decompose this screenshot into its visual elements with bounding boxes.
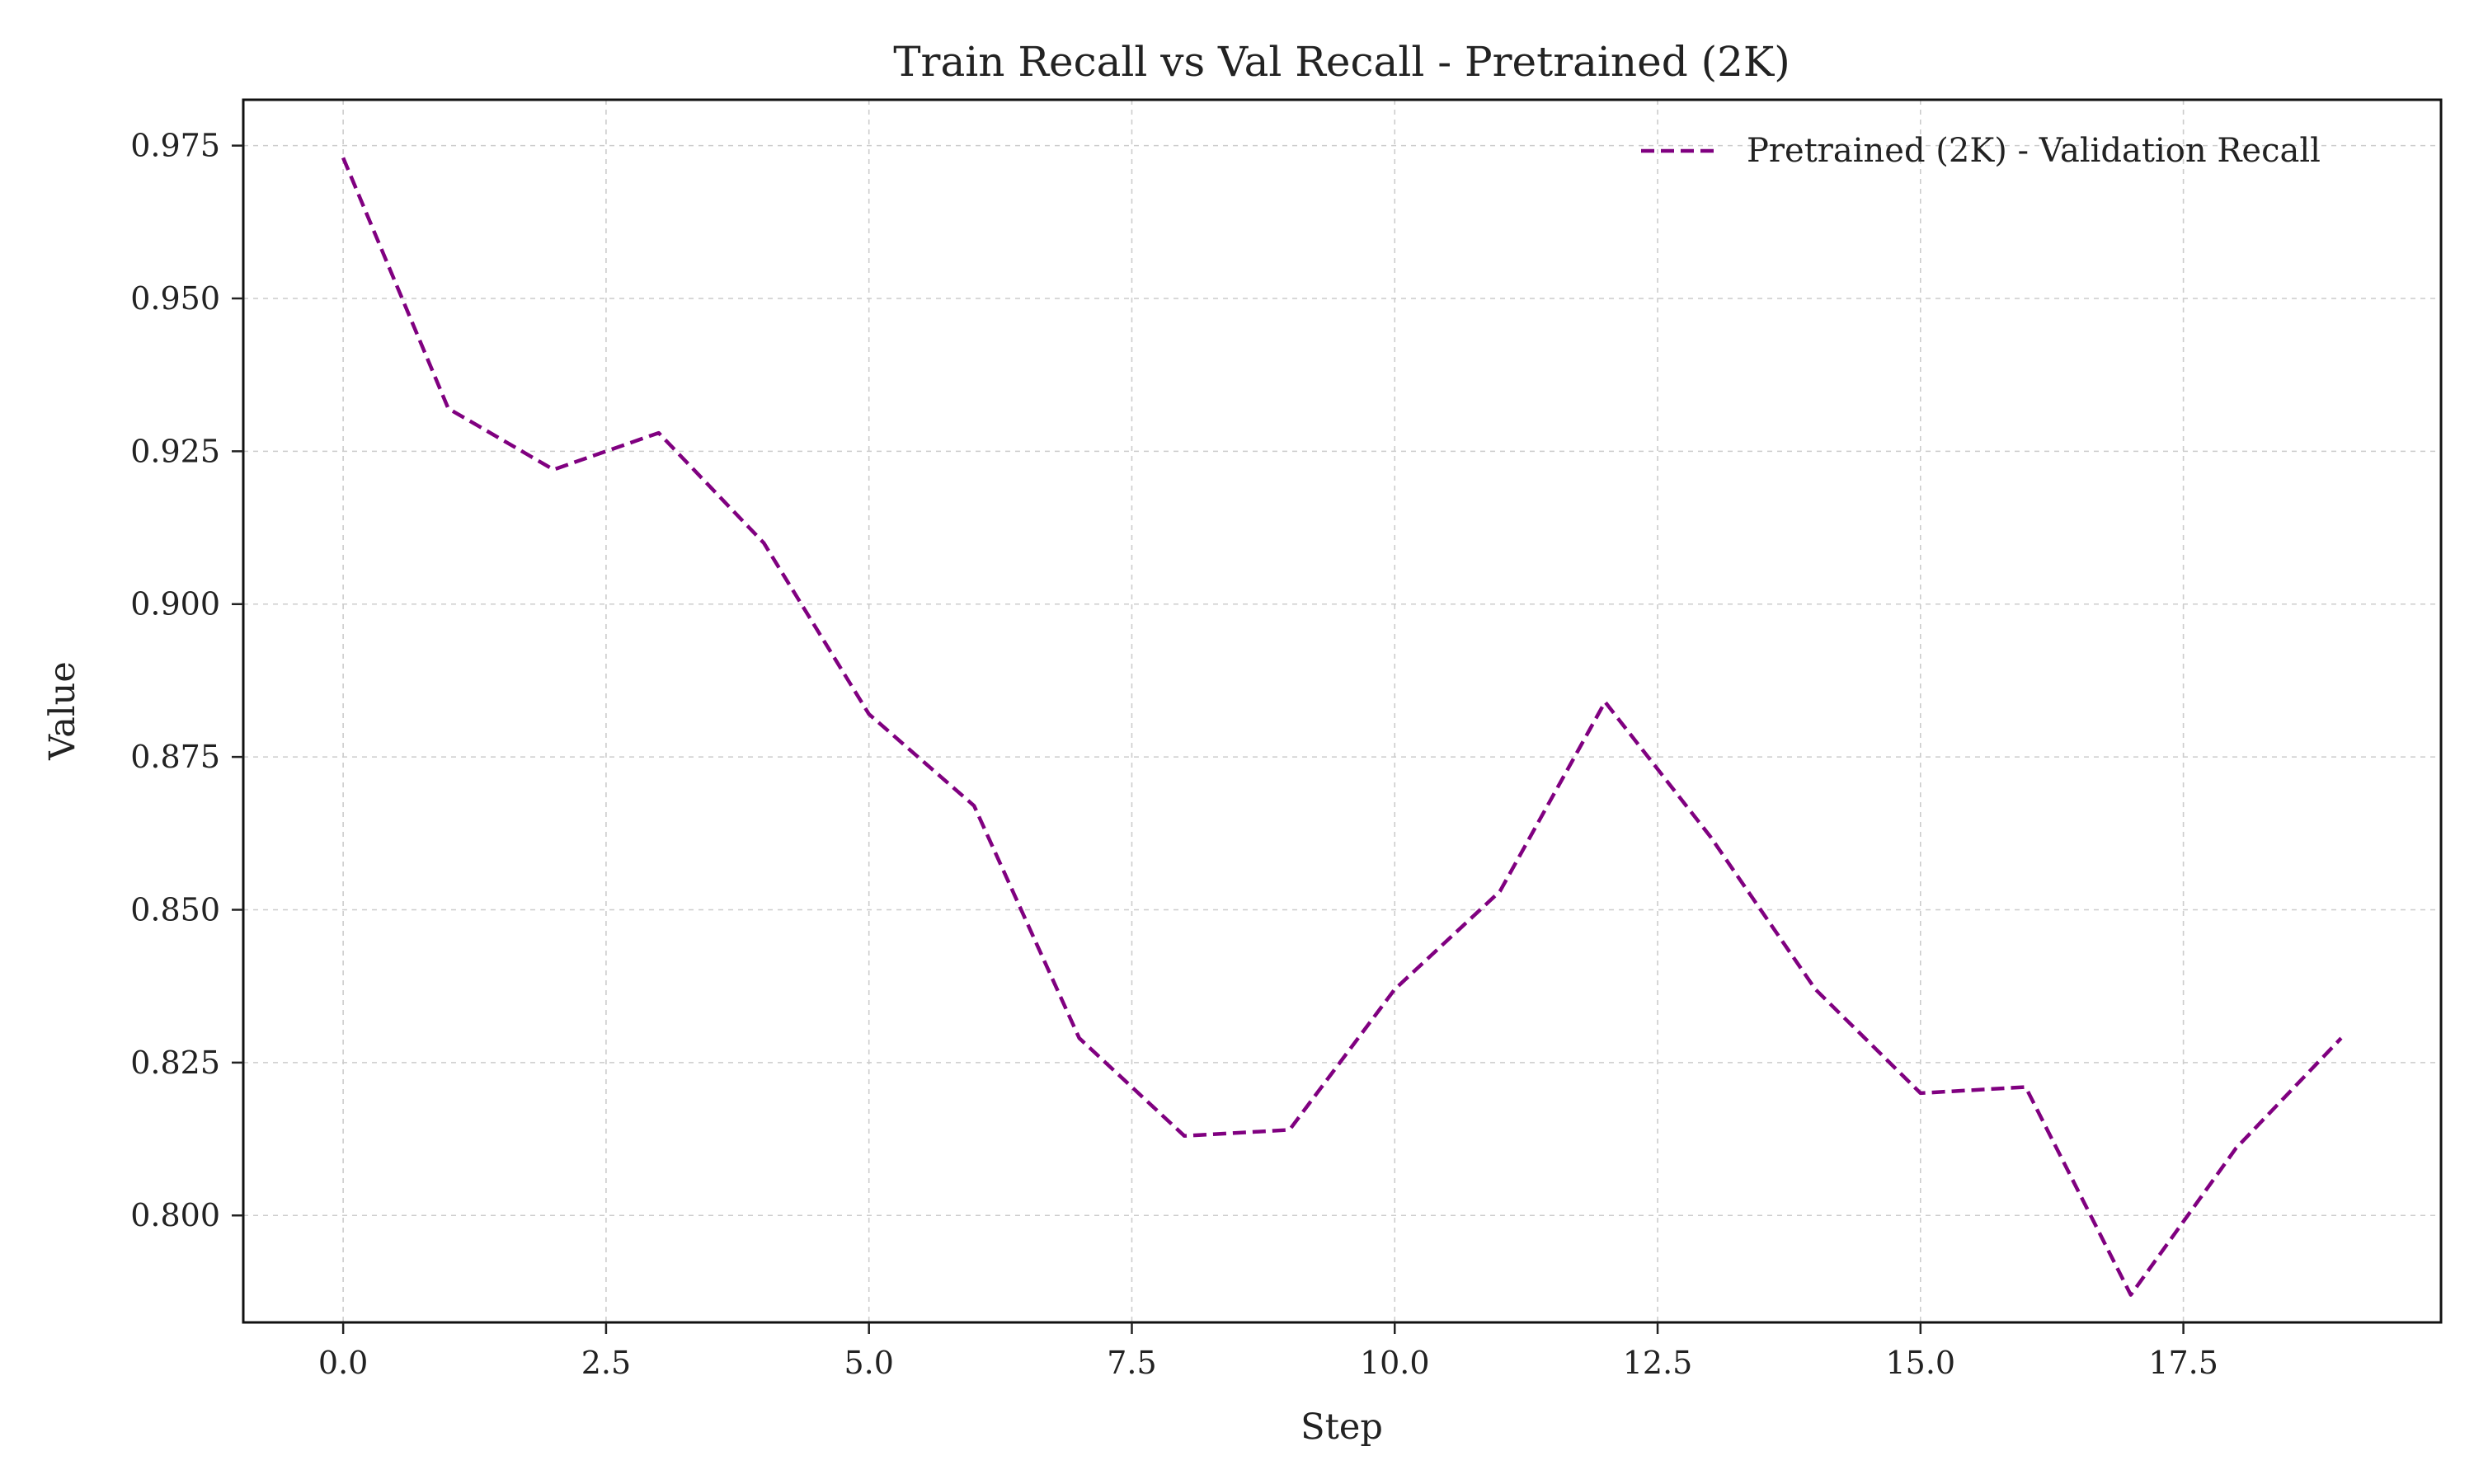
- x-tick-label: 0.0: [318, 1345, 368, 1381]
- y-tick-label: 0.900: [130, 586, 220, 622]
- plot-frame: [242, 98, 2443, 1324]
- y-tick-label: 0.975: [130, 128, 220, 164]
- axis-ticks: 0.0 2.5 5.0 7.5 10.0 12.5 15.0 17.5 0.800 0.825 0.…: [130, 128, 2218, 1381]
- y-tick-label: 0.825: [130, 1045, 220, 1081]
- series-layer: [341, 157, 2343, 1297]
- x-tick-label: 12.5: [1623, 1345, 1693, 1381]
- y-tick-label: 0.950: [130, 280, 220, 317]
- chart-title: Train Recall vs Val Recall - Pretrained …: [893, 38, 1790, 86]
- legend: Pretrained (2K) - Validation Recall: [1641, 132, 2321, 170]
- y-tick-label: 0.875: [130, 739, 220, 775]
- series-line-validation-recall: [341, 157, 2343, 1297]
- y-tick-label: 0.925: [130, 433, 220, 469]
- x-tick-label: 7.5: [1107, 1345, 1156, 1381]
- x-axis-label: Step: [1300, 1407, 1383, 1448]
- y-tick-label: 0.850: [130, 891, 220, 928]
- x-tick-label: 10.0: [1360, 1345, 1430, 1381]
- legend-label: Pretrained (2K) - Validation Recall: [1747, 132, 2321, 170]
- grid: [243, 100, 2441, 1322]
- x-tick-label: 15.0: [1886, 1345, 1956, 1381]
- y-axis-label: Value: [42, 661, 83, 761]
- x-tick-label: 2.5: [581, 1345, 631, 1381]
- y-tick-label: 0.800: [130, 1197, 220, 1233]
- x-tick-label: 5.0: [844, 1345, 893, 1381]
- x-tick-label: 17.5: [2148, 1345, 2218, 1381]
